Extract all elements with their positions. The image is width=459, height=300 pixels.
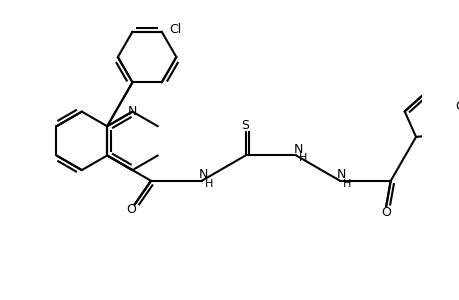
Text: H: H: [299, 153, 307, 163]
Text: O: O: [381, 206, 390, 219]
Text: O: O: [126, 202, 135, 216]
Text: S: S: [241, 119, 249, 132]
Text: Cl: Cl: [168, 23, 181, 36]
Text: O: O: [454, 100, 459, 113]
Text: N: N: [128, 105, 137, 118]
Text: N: N: [293, 142, 302, 156]
Text: N: N: [336, 168, 346, 181]
Text: H: H: [342, 178, 351, 189]
Text: H: H: [204, 178, 213, 189]
Text: N: N: [198, 168, 208, 181]
